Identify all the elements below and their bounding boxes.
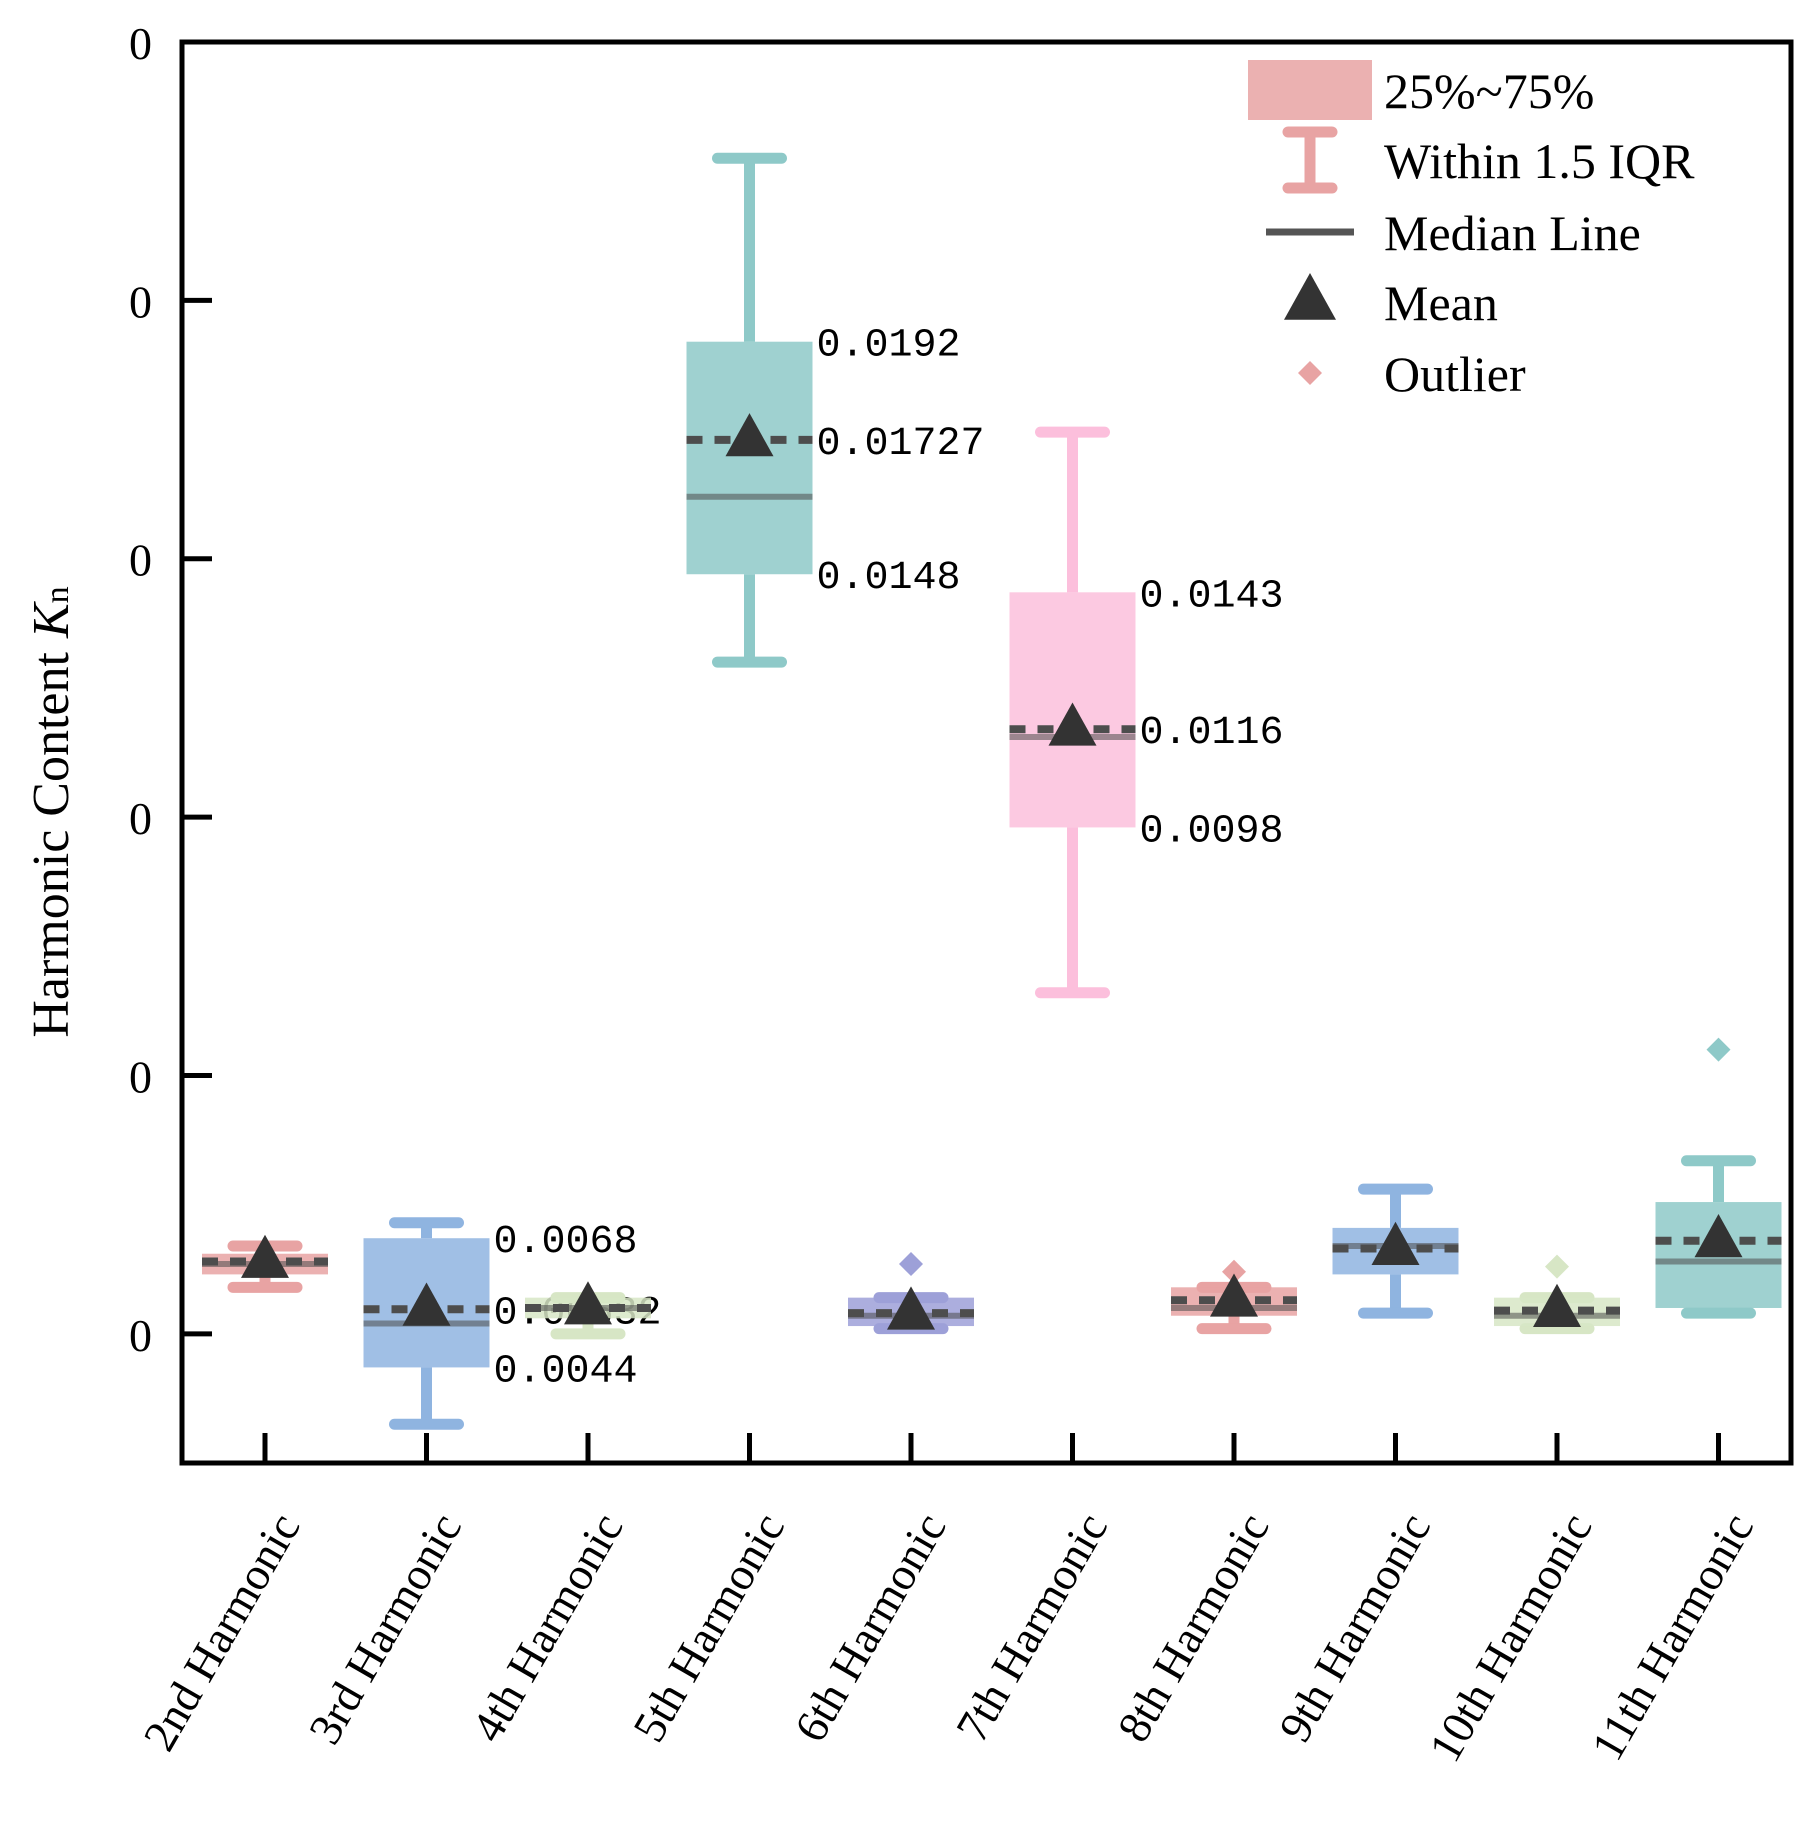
y-axis-title: Harmonic ContentKn — [23, 586, 80, 1037]
box-group: 0.0192 0.01727 0.0148 — [686, 152, 985, 668]
mean-marker — [564, 1281, 612, 1325]
mean-marker — [1048, 702, 1097, 746]
box-group: 0.0143 0.0116 0.0098 — [1009, 426, 1284, 999]
x-tick-label: 9th Harmonic — [1269, 1505, 1440, 1751]
legend-mean-swatch — [1284, 272, 1336, 320]
mean-marker — [887, 1286, 935, 1330]
x-tick-label: 2nd Harmonic — [133, 1505, 309, 1760]
legend-label: Outlier — [1384, 346, 1526, 402]
value-label: 0.0098 — [1140, 809, 1284, 854]
outlier-marker — [1222, 1259, 1246, 1284]
legend-label: Within 1.5 IQR — [1384, 133, 1695, 189]
y-tick-label: 0 — [129, 18, 152, 69]
x-tick-label: 11th Harmonic — [1581, 1505, 1763, 1769]
legend-box-swatch — [1248, 60, 1372, 120]
x-tick-label: 8th Harmonic — [1107, 1505, 1278, 1751]
y-tick-label: 0 — [129, 1310, 152, 1361]
box-group — [1494, 1254, 1620, 1335]
outlier-marker — [1706, 1037, 1731, 1062]
value-label: 0.0143 — [1140, 574, 1284, 619]
x-tick-label: 7th Harmonic — [946, 1505, 1117, 1751]
box-group — [1332, 1183, 1459, 1319]
x-tick-label: 10th Harmonic — [1419, 1505, 1602, 1771]
value-label: 0.0068 — [494, 1220, 638, 1265]
legend-label: 25%~75% — [1384, 63, 1594, 119]
value-label: 0.0192 — [817, 324, 961, 369]
value-label: 0.0148 — [817, 556, 961, 601]
outlier-marker — [1545, 1254, 1569, 1279]
box-group — [1655, 1037, 1782, 1319]
mean-marker — [1533, 1283, 1581, 1327]
outlier-marker — [899, 1252, 923, 1277]
x-tick-label: 3rd Harmonic — [299, 1505, 472, 1753]
value-label: 0.0044 — [494, 1349, 638, 1394]
plot-frame — [179, 39, 1794, 1466]
y-tick-label: 0 — [129, 1051, 152, 1102]
legend-outlier-swatch — [1298, 361, 1322, 385]
y-tick-label: 0 — [129, 276, 152, 327]
y-tick-label: 0 — [129, 793, 152, 844]
value-label: 0.01727 — [817, 422, 985, 467]
mean-marker — [725, 413, 774, 457]
x-tick-label: 6th Harmonic — [784, 1505, 955, 1751]
mean-marker — [1371, 1221, 1420, 1265]
value-label: 0.0116 — [1140, 711, 1284, 756]
legend-label: Mean — [1384, 275, 1498, 331]
box-group — [1171, 1259, 1297, 1335]
box-group — [525, 1281, 651, 1340]
mean-marker — [241, 1234, 289, 1278]
box-group — [202, 1234, 328, 1293]
mean-marker — [1694, 1214, 1743, 1258]
x-tick-label: 4th Harmonic — [461, 1505, 632, 1751]
box-group — [848, 1252, 974, 1335]
mean-marker — [1210, 1273, 1258, 1317]
plot-area: 0.00680.005320.00440.01920.017270.01480.… — [202, 152, 1782, 1430]
y-tick-label: 0 — [129, 535, 152, 586]
legend-label: Median Line — [1384, 205, 1641, 261]
x-tick-label: 5th Harmonic — [623, 1505, 794, 1751]
mean-marker — [402, 1282, 451, 1326]
axes-frame — [179, 39, 1794, 1466]
legend: 25%~75% Within 1.5 IQR Median Line Mean Outl… — [1248, 60, 1695, 402]
iqr-box — [686, 341, 813, 575]
